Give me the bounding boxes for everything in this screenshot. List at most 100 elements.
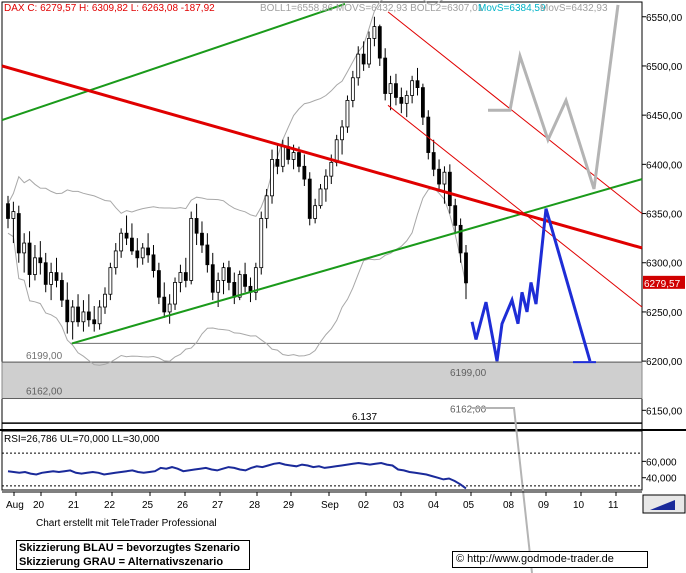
level-label-6162-right: 6162,00 [450,405,487,416]
candle-body [27,242,32,275]
x-tick-label: 25 [142,500,154,511]
candle-body [59,280,64,301]
candle-body [297,152,301,167]
candle-body [124,232,129,239]
last-price-tag [643,275,685,289]
candle-body [76,306,80,323]
candle-body [453,205,458,226]
candle-body [178,272,183,283]
candle-body [442,171,447,185]
rsi-tick-label: 60,000 [646,457,677,468]
candle-body [119,232,124,252]
header-dax-quote: DAX C: 6279,57 H: 6309,82 L: 6263,08 -18… [4,3,215,14]
candle-body [361,53,366,65]
source-url[interactable]: © http://www.godmode-trader.de [452,551,648,568]
red-resistance-trend [1,64,643,250]
candle-body [464,252,468,284]
candle-body [16,213,21,254]
candle-body [173,282,177,305]
gray-scenario-path [488,4,620,190]
candle-body [280,146,285,167]
candle-body [334,139,339,163]
level-label-6137: 6.137 [352,412,377,423]
x-tick-label: 26 [177,500,189,511]
scenario-legend-box: Skizzierung BLAU = bevorzugtes Szenario … [16,540,250,570]
bollinger-upper [7,0,444,217]
x-tick-label: 29 [283,500,295,511]
candle-body [367,38,371,65]
header-movs-2: MovS=6432,93 [540,3,608,14]
candle-body [205,244,210,266]
price-tick-label: 6300,00 [646,259,683,270]
header-bollinger: BOLL1=6558,86 MOVS=6432,93 BOLL2=6307,01 [260,3,484,14]
candle-body [431,152,436,170]
candle-body [156,270,161,298]
candle-body [49,272,54,285]
price-tick-label: 6350,00 [646,210,683,221]
candle-body [426,116,431,153]
candle-body [291,152,296,160]
candle-body [11,211,16,219]
rsi-label: RSI=26,786 UL=70,000 LL=30,000 [4,434,160,445]
candle-body [259,218,264,269]
x-tick-label: 09 [538,500,550,511]
candle-body [103,293,107,308]
candle-body [307,178,312,219]
candle-body [356,53,361,79]
candle-body [410,80,415,96]
candle-body [189,218,194,281]
x-tick-label: 28 [249,500,261,511]
candle-body [162,296,167,313]
rsi-line [7,461,467,490]
candle-body [232,282,237,298]
x-tick-label: 27 [212,500,224,511]
level-label-6162-left: 6162,00 [26,387,63,398]
candle-body [237,274,242,298]
x-tick-label: 22 [104,500,116,511]
legend-gray-text: Skizzierung GRAU = Alternativszenario [19,556,224,568]
candle-body [135,250,140,259]
candle-body [377,26,382,59]
candle-body [38,257,43,264]
green-support-trend [71,178,643,345]
candle-body [108,267,113,295]
candle-body [130,237,134,252]
candle-body [243,274,247,287]
candle-body [399,97,404,104]
candle-body [65,299,70,323]
candle-body [22,242,27,254]
candle-body [350,77,355,101]
candle-body [264,195,269,219]
support-zone [1,361,643,400]
red-channel-upper [387,11,643,214]
candle-body [33,257,37,275]
x-tick-label: 10 [573,500,585,511]
red-channel-lower [387,104,643,308]
x-tick-label: 05 [463,500,475,511]
gray-scenario-drop [472,407,533,573]
candle-body [340,126,344,141]
candle-body [183,272,188,281]
candle-body [54,272,59,281]
candle-body [270,159,274,197]
candle-body [404,95,409,104]
candle-body [383,57,388,94]
candle-body [388,83,393,94]
bollinger-lower [7,187,467,366]
candle-body [6,203,10,219]
candle-body [146,247,150,256]
level-label-6199-left: 6199,00 [26,351,63,362]
candle-body [313,205,318,219]
scroll-arrow-icon [650,500,675,510]
blue-scenario-path [470,208,592,362]
x-tick-label: 11 [608,500,619,511]
candle-body [345,99,350,128]
candle-body [81,311,86,323]
candle-body [216,280,221,293]
candle-body [97,306,102,325]
x-tick-label: 02 [358,500,370,511]
candle-body [113,250,118,269]
x-tick-label: 08 [503,500,515,511]
